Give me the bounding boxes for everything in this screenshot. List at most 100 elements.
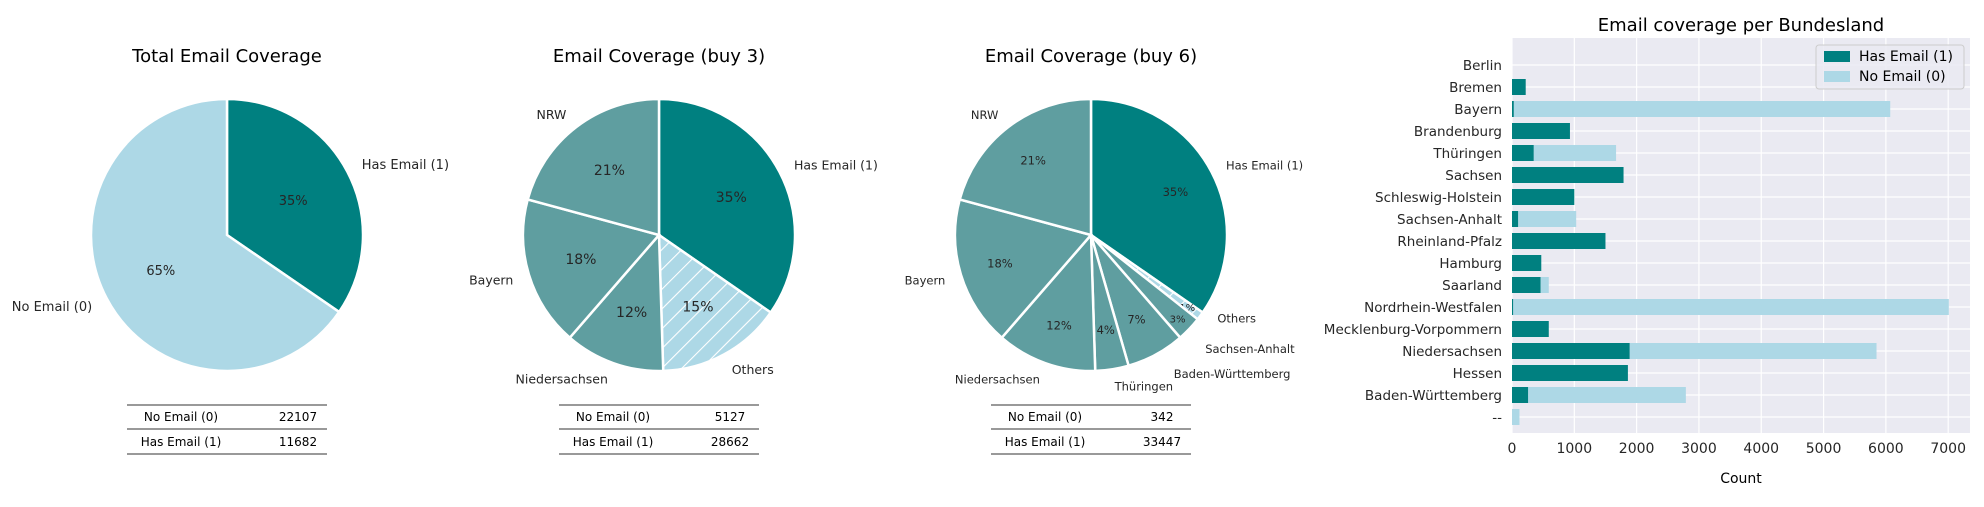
table-row-label: No Email (0) — [144, 410, 218, 424]
y-tick-label: Bremen — [1449, 80, 1502, 96]
chart-title: Total Email Coverage — [131, 46, 322, 67]
legend-label: Has Email (1) — [1859, 49, 1953, 65]
y-tick-label: Mecklenburg-Vorpommern — [1324, 322, 1502, 338]
y-tick-label: Sachsen — [1445, 168, 1502, 184]
y-tick-label: Thüringen — [1432, 146, 1502, 162]
pie-pct-label: 4% — [1097, 323, 1115, 337]
pie-pct-label: 18% — [987, 257, 1013, 271]
bar-has-email-1-baden-w-rttemberg — [1512, 387, 1529, 403]
pie-category-label: Niedersachsen — [516, 371, 608, 386]
pie-slice-niedersachsen — [568, 231, 665, 373]
chart-title: Email coverage per Bundesland — [1598, 15, 1884, 36]
bar-has-email-1-sachsen-anhalt — [1512, 211, 1519, 227]
pie-slice-has-email-1 — [225, 97, 365, 314]
y-tick-label: Niedersachsen — [1402, 344, 1502, 360]
bars — [1512, 79, 1949, 425]
y-tick-label: Brandenburg — [1414, 124, 1502, 140]
legend: Has Email (1) No Email (0) — [1815, 44, 1965, 90]
y-tick-label: Saarland — [1442, 278, 1502, 294]
bar-has-email-1-bremen — [1512, 79, 1526, 95]
x-tick-labels: 0 1000 2000 3000 4000 5000 6000 7000 — [1508, 441, 1966, 457]
pie-category-label: NRW — [971, 108, 999, 122]
legend-swatch-no-email — [1824, 71, 1850, 82]
bar-has-email-1-brandenburg — [1512, 123, 1570, 139]
pie-pct-label: 65% — [146, 264, 175, 279]
pie-pct-label: 12% — [1046, 319, 1072, 333]
pie-pct-label: 7% — [1127, 313, 1145, 327]
bar-has-email-1-th-ringen — [1512, 145, 1534, 161]
pie-category-label: Has Email (1) — [362, 158, 449, 173]
y-tick-label: Schleswig-Holstein — [1375, 190, 1502, 206]
pie-pct-label: 35% — [1163, 185, 1189, 199]
pie-pct-label: 3% — [1170, 315, 1186, 326]
legend-swatch-has-email — [1824, 51, 1850, 62]
pie-slice-has-email-1 — [1089, 97, 1229, 315]
table-row-label: Has Email (1) — [1005, 435, 1086, 449]
y-tick-label: Hamburg — [1439, 256, 1502, 272]
pie-slice-bayern — [521, 197, 662, 340]
pie-chart-buy3: Email Coverage (buy 3) 35% Has Email (1) 1… — [469, 46, 878, 455]
bar-no-email-0-baden-w-rttemberg — [1528, 387, 1686, 403]
pie-pct-label: 35% — [279, 194, 308, 209]
pie-pct-label: 1% — [1179, 303, 1195, 314]
bar-no-email-0-th-ringen — [1533, 145, 1617, 161]
bar-no-email-0-sachsen-anhalt — [1518, 211, 1577, 227]
bar-no-email-0-bayern — [1513, 101, 1891, 117]
bar-no-email-0-saarland — [1540, 277, 1549, 293]
legend-label: No Email (0) — [1859, 69, 1946, 85]
pie-slices: 35% Has Email (1) 1% Others 3% Sachsen-Anhalt… — [905, 97, 1303, 393]
pie-slice-niedersachsen — [1000, 231, 1097, 373]
pie-chart-total: Total Email Coverage 35% Has Email (1) 65%… — [12, 46, 449, 455]
chart-title: Email Coverage (buy 6) — [985, 46, 1197, 67]
x-tick-label: 1000 — [1556, 441, 1592, 457]
pie-slice-has-email-1 — [657, 97, 797, 315]
y-tick-label: Berlin — [1463, 58, 1502, 74]
pie-slice-no-email-0 — [89, 97, 341, 373]
table-row-label: No Email (0) — [576, 410, 650, 424]
pie-pct-label: 21% — [1020, 153, 1046, 167]
x-tick-label: 4000 — [1743, 441, 1779, 457]
pie-pct-label: 12% — [616, 305, 647, 321]
bar-no-email-0-nordrhein-westfalen — [1513, 299, 1949, 315]
bar-no-email-0- — [1512, 409, 1520, 425]
bar-has-email-1-nordrhein-westfalen — [1512, 299, 1514, 315]
y-tick-label: Sachsen-Anhalt — [1397, 212, 1502, 228]
summary-table: No Email (0) 22107 Has Email (1) 11682 — [127, 404, 327, 455]
pie-slice-bayern — [953, 197, 1094, 340]
table-row-value: 22107 — [279, 410, 317, 424]
table-row-label: No Email (0) — [1008, 410, 1082, 424]
bar-has-email-1-niedersachsen — [1512, 343, 1630, 359]
x-axis-label: Count — [1720, 471, 1762, 487]
table-row-value: 5127 — [715, 410, 746, 424]
x-tick-label: 5000 — [1806, 441, 1842, 457]
y-tick-label: Nordrhein-Westfalen — [1364, 300, 1502, 316]
table-row-value: 342 — [1151, 410, 1174, 424]
pie-pct-label: 35% — [716, 190, 747, 206]
pie-category-label: Others — [1217, 312, 1256, 326]
summary-table: No Email (0) 5127 Has Email (1) 28662 — [559, 404, 759, 455]
bar-has-email-1-rheinland-pfalz — [1512, 233, 1606, 249]
pie-slices: 35% Has Email (1) 65% No Email (0) — [12, 97, 449, 373]
pie-category-label: NRW — [537, 107, 567, 122]
table-row-label: Has Email (1) — [573, 435, 654, 449]
pie-category-label: Has Email (1) — [794, 157, 878, 172]
x-tick-label: 3000 — [1681, 441, 1717, 457]
pie-pct-label: 15% — [682, 300, 713, 316]
y-tick-label: -- — [1492, 410, 1502, 426]
y-tick-labels: Berlin Bremen Bayern Brandenburg Thüringen Sa… — [1324, 58, 1502, 426]
pie-category-label: Has Email (1) — [1226, 158, 1303, 172]
table-row-label: Has Email (1) — [141, 435, 222, 449]
bar-has-email-1-hessen — [1512, 365, 1628, 381]
pie-category-label: Baden-Württemberg — [1174, 367, 1291, 381]
pie-category-label: Bayern — [469, 272, 513, 287]
y-tick-label: Baden-Württemberg — [1365, 388, 1502, 404]
pie-category-label: Bayern — [905, 273, 946, 287]
pie-chart-buy6: Email Coverage (buy 6) 35% Has Email (1) 1… — [905, 46, 1303, 455]
pie-category-label: Sachsen-Anhalt — [1205, 342, 1295, 356]
x-tick-label: 2000 — [1619, 441, 1655, 457]
pie-category-label: Niedersachsen — [955, 372, 1040, 386]
bar-has-email-1-bayern — [1512, 101, 1514, 117]
bar-chart-bundesland: Email coverage per Bundesland Berlin Brem… — [1324, 15, 1970, 487]
y-tick-label: Rheinland-Pfalz — [1397, 234, 1502, 250]
